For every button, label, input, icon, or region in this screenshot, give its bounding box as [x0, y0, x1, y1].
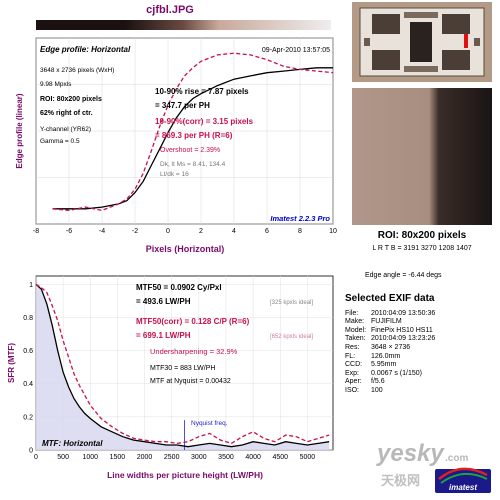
undersharpening: Undersharpening = 32.9%	[150, 347, 238, 356]
exif-row: Aper: f/5.6	[345, 378, 385, 386]
edge-x-tick: 0	[166, 228, 170, 235]
mtf-title: MTF: Horizontal	[42, 439, 103, 448]
edge-overshoot: Overshoot = 2.39%	[160, 147, 220, 154]
edge-rise-ph: = 347.7 per PH	[155, 101, 210, 110]
mtf30: MTF30 = 883 LW/PH	[150, 365, 215, 372]
edge-x-tick: -6	[66, 228, 72, 235]
mtf-y-tick: 0.6	[23, 348, 33, 355]
mtf-y-tick: 0.8	[23, 315, 33, 322]
watermark-dotcom: .com	[445, 453, 468, 464]
edge-channel: Y-channel (YR62)	[40, 126, 91, 133]
exif-row: Exp: 0.0067 s (1/150)	[345, 369, 422, 377]
edge-gamma: Gamma = 0.5	[40, 138, 80, 145]
edge-x-tick: -4	[99, 228, 105, 235]
edge-profile-chart: -8 -6 -4 -2 0 2 4 6 8 10 Edge profile: Horizontal…	[15, 37, 337, 254]
test-chart-image	[359, 7, 485, 77]
mtf50-corr-lwph: = 699.1 LW/PH	[136, 331, 191, 340]
mtf-x-label: Line widths per picture height (LW/PH)	[107, 470, 263, 480]
imatest-logo-text: imatest	[449, 483, 477, 492]
mtf-x-tick: 4000	[245, 454, 261, 461]
edge-dims: 3648 x 2736 pixels (WxH)	[40, 67, 114, 74]
logo-swoosh-green	[440, 472, 488, 484]
edge-x-tick: 10	[329, 228, 337, 235]
mtf-x-tick: 2500	[164, 454, 180, 461]
mtf50: MTF50 = 0.0902 Cy/Pxl	[136, 283, 222, 292]
mtf-x-tick: 500	[57, 454, 69, 461]
mtf-x-tick: 3000	[191, 454, 207, 461]
edge-date: 09-Apr-2010 13:57:05	[262, 47, 330, 54]
exif-row: FL: 126.0mm	[345, 352, 401, 360]
edge-title: Edge profile: Horizontal	[40, 45, 131, 54]
mtf50-corr-ideal: [652 kpxls ideal]	[270, 334, 313, 340]
edge-x-tick: -2	[132, 228, 138, 235]
file-name: cjfbl.JPG	[146, 4, 194, 16]
nyquist-label: Nyquist freq.	[191, 420, 228, 427]
mtf-x-tick: 2000	[137, 454, 153, 461]
mtf-x-tick: 1000	[82, 454, 98, 461]
exif-row: Model: FinePix HS10 HS11	[345, 326, 433, 334]
logo-swoosh	[438, 467, 488, 480]
mtf-x-tick: 5000	[300, 454, 316, 461]
mtf50-lwph: = 493.6 LW/PH	[136, 297, 191, 306]
mtf-y-label: SFR (MTF)	[7, 343, 16, 383]
edge-corr-ph: = 869.3 per PH (R=6)	[155, 131, 233, 140]
exif-row: CCD: 5.95mm	[345, 361, 397, 369]
mtf-y-tick-labels: 0 0.2 0.4 0.6 0.8 1	[23, 282, 33, 455]
mtf50-ideal: [325 kpxls ideal]	[270, 300, 313, 306]
roi-size-label: ROI: 80x200 pixels	[377, 230, 467, 241]
edge-x-tick: -8	[33, 228, 39, 235]
watermark-yesky: yesky	[376, 440, 445, 467]
roi-image	[352, 88, 492, 225]
edge-profile-corrected-line	[52, 52, 334, 212]
watermark: yesky .com 天极网 imatest	[376, 440, 491, 493]
mtf-nyquist: MTF at Nyquist = 0.00432	[150, 378, 231, 385]
edge-profile-line	[52, 67, 333, 210]
imatest-brand: Imatest 2.2.3 Pro	[270, 214, 330, 223]
edge-x-tick: 6	[265, 228, 269, 235]
mtf-fill	[36, 284, 330, 450]
edge-roi-position: 62% right of ctr.	[40, 110, 93, 117]
edge-rise: 10-90% rise = 7.87 pixels	[155, 87, 249, 96]
edge-x-label: Pixels (Horizontal)	[146, 244, 225, 254]
edge-x-tick: 8	[298, 228, 302, 235]
mtf-x-tick: 1500	[110, 454, 126, 461]
edge-dark-light: Dk, lt Ms = 8.41, 134.4	[160, 161, 226, 168]
edge-y-label: Edge profile (linear)	[15, 93, 24, 168]
edge-corr-rise: 10-90%(corr) = 3.15 pixels	[155, 117, 254, 126]
exif-row: File: 2010:04:09 13:50:36	[345, 309, 436, 317]
edge-angle-label: Edge angle = -6.44 degs	[365, 272, 442, 279]
mtf-y-tick: 0	[29, 448, 33, 455]
edge-x-tick: 2	[199, 228, 203, 235]
exif-panel: Selected EXIF data File: 2010:04:09 13:50…	[345, 293, 495, 396]
mtf50-corr: MTF50(corr) = 0.128 C/P (R=6)	[136, 317, 250, 326]
roi-lrtb-label: L R T B = 3191 3270 1208 1407	[372, 245, 472, 252]
chart-thumbnail	[352, 2, 492, 82]
mtf-x-tick-labels: 0 500 1000 1500 2000 2500 3000 3500 4000 4500 5000	[34, 454, 315, 461]
edge-mpix: 9.98 Mpxls	[40, 81, 72, 88]
mtf-y-tick: 0.2	[23, 414, 33, 421]
watermark-cn: 天极网	[381, 473, 420, 488]
mtf-y-tick: 0.4	[23, 381, 33, 388]
exif-row: Taken: 2010:04:09 13:23:26	[345, 335, 436, 343]
edge-light-dark-ratio: Lt/dk = 16	[160, 171, 189, 178]
exif-row: Res: 3648 × 2736	[345, 343, 411, 351]
mtf-x-tick: 3500	[218, 454, 234, 461]
exif-row: ISO: 100	[345, 386, 383, 394]
edge-roi: ROI: 80x200 pixels	[40, 96, 102, 103]
edge-x-tick: 4	[232, 228, 236, 235]
exif-row: Make: FUJIFILM	[345, 318, 402, 326]
edge-gradient-bar	[36, 20, 331, 30]
mtf-chart: 0 500 1000 1500 2000 2500 3000 3500 4000 4500 5000…	[7, 275, 334, 480]
edge-x-tick-labels: -8 -6 -4 -2 0 2 4 6 8 10	[33, 228, 337, 235]
mtf-y-tick: 1	[29, 282, 33, 289]
exif-title: Selected EXIF data	[345, 293, 435, 304]
mtf-x-tick: 0	[34, 454, 38, 461]
mtf-line	[35, 283, 330, 448]
mtf-x-tick: 4500	[272, 454, 288, 461]
